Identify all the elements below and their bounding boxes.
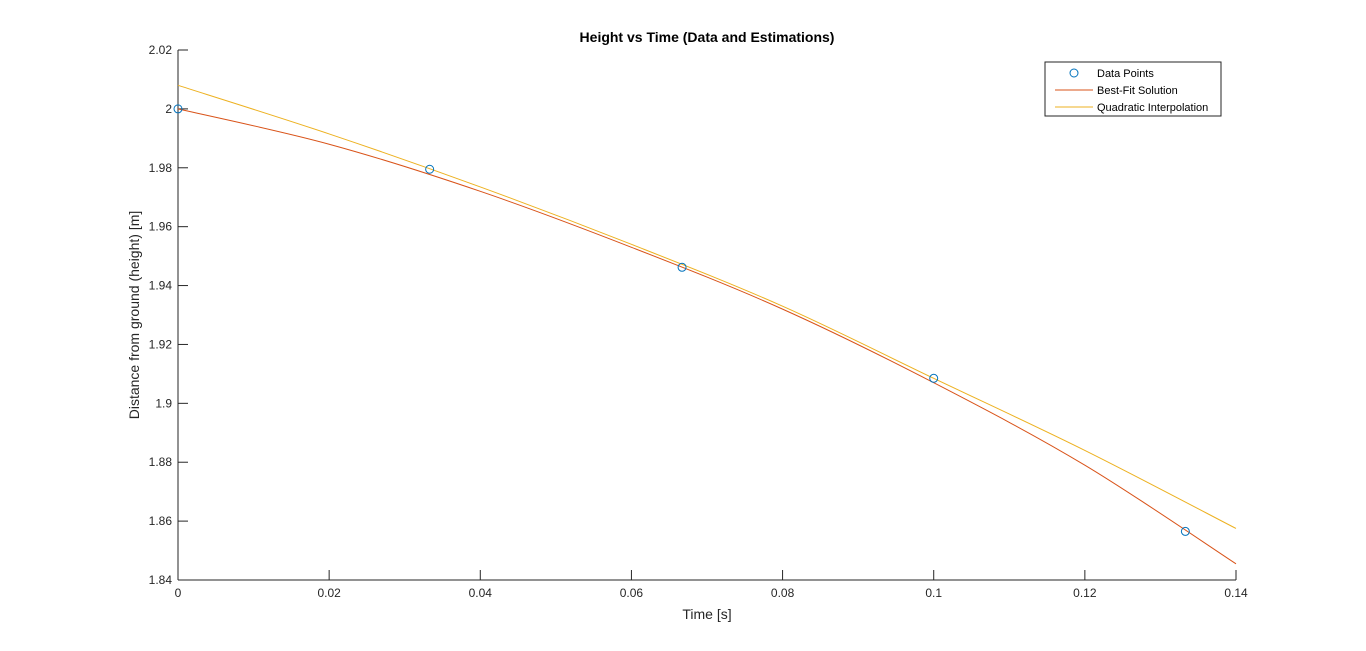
x-tick-label: 0.12 — [1073, 586, 1097, 600]
series-line-quadratic-interpolation — [177, 84, 1237, 529]
y-tick-label: 1.92 — [149, 337, 173, 351]
legend-marker — [1069, 68, 1079, 78]
chart-title: Height vs Time (Data and Estimations) — [580, 29, 835, 45]
y-tick-label: 1.86 — [149, 514, 173, 528]
legend: Data Points Best-Fit Solution Quadratic In… — [1044, 61, 1222, 117]
plot-area — [178, 50, 1236, 580]
axes-background — [178, 50, 1236, 580]
legend-label: Data Points — [1097, 68, 1154, 80]
y-tick-label: 1.88 — [149, 455, 173, 469]
x-tick-label: 0 — [175, 586, 182, 600]
y-axis-label: Distance from ground (height) [m] — [126, 211, 142, 420]
x-tick-label: 0.06 — [620, 586, 644, 600]
data-point — [1180, 526, 1190, 536]
x-tick-label: 0.02 — [317, 586, 341, 600]
y-tick-label: 2 — [165, 102, 172, 116]
y-tick-label: 1.84 — [149, 573, 173, 587]
legend-label: Best-Fit Solution — [1097, 85, 1178, 97]
y-tick-label: 1.9 — [155, 396, 172, 410]
data-point — [173, 104, 183, 114]
data-point — [677, 262, 687, 272]
series-line-best-fit-solution — [177, 108, 1237, 565]
x-tick-label: 0.04 — [469, 586, 493, 600]
data-point — [929, 373, 939, 383]
x-tick-label: 0.08 — [771, 586, 795, 600]
data-point — [425, 164, 435, 174]
x-axis-label: Time [s] — [682, 606, 731, 622]
x-tick-label: 0.1 — [925, 586, 942, 600]
y-tick-label: 1.96 — [149, 220, 173, 234]
x-tick-label: 0.14 — [1224, 586, 1248, 600]
series-layer — [173, 84, 1237, 565]
y-axis-ticks: 1.84 1.86 1.88 1.9 1.92 1.94 1.96 1.98 2 2.02 — [149, 43, 188, 587]
x-axis-ticks: 0 0.02 0.04 0.06 0.08 0.1 0.12 0.14 — [175, 570, 1248, 600]
y-tick-label: 1.98 — [149, 161, 173, 175]
legend-label: Quadratic Interpolation — [1097, 102, 1208, 114]
y-tick-label: 1.94 — [149, 279, 173, 293]
y-tick-label: 2.02 — [149, 43, 173, 57]
